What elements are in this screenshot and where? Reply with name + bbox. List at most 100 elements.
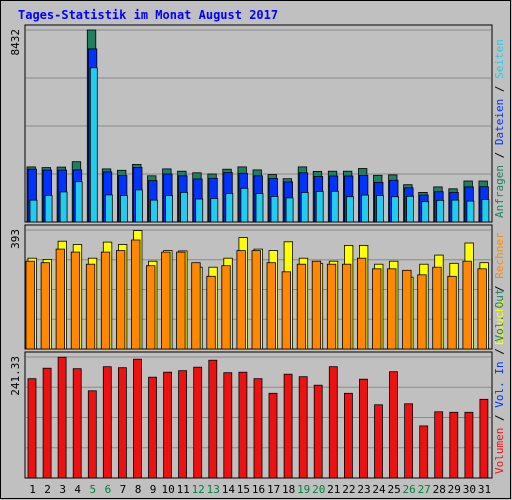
legend-anfragen-dateien-seiten: Anfragen / Dateien / Seiten (493, 39, 506, 218)
bar-volumen-day-28 (434, 411, 444, 479)
legend-volumen: Volumen (493, 428, 506, 474)
y-max-label: 241.33 (9, 356, 22, 396)
bar-rechner-day-22 (341, 263, 352, 350)
panel-anfragen-dateien-seiten: 8432 Anfragen / Dateien / Seiten (9, 24, 506, 223)
bar-seiten-day-16 (255, 193, 264, 223)
x-tick-label-26: 26 (402, 483, 415, 496)
legend-separator: / (493, 408, 506, 428)
bar-seiten-day-8 (135, 189, 143, 223)
bar-rechner-day-21 (326, 263, 337, 350)
legend-vol-in: Vol. In (493, 361, 506, 407)
bar-rechner-day-25 (387, 268, 397, 350)
x-tick-label-21: 21 (327, 483, 340, 496)
x-tick-label-1: 1 (29, 483, 36, 496)
x-tick-label-3: 3 (59, 483, 66, 496)
x-tick-label-19: 19 (297, 483, 310, 496)
bar-rechner-day-3 (55, 248, 65, 350)
bar-seiten-day-12 (195, 198, 204, 223)
bar-volumen-day-21 (328, 366, 338, 479)
x-tick-label-25: 25 (387, 483, 400, 496)
panels-layer: 8432 Anfragen / Dateien / Seiten 393 Besuch… (9, 24, 506, 479)
bar-rechner-day-8 (131, 239, 141, 350)
bar-seiten-day-18 (285, 197, 294, 223)
x-tick-label-23: 23 (357, 483, 370, 496)
bar-rechner-day-18 (281, 271, 292, 350)
bar-seiten-day-24 (376, 195, 384, 223)
x-tick-label-31: 31 (478, 483, 491, 496)
bar-volumen-day-30 (464, 411, 474, 479)
bar-rechner-day-4 (70, 251, 81, 350)
bar-seiten-day-2 (44, 194, 53, 223)
bar-seiten-day-19 (300, 191, 309, 223)
bar-rechner-day-2 (40, 262, 50, 350)
bar-seiten-day-15 (240, 187, 249, 223)
bar-volumen-day-18 (283, 373, 293, 479)
x-axis-labels: 1 2 3 4 5 6 7 8 9 10 11 12 13 14 15 16 17 18 19 20 21 22 23 24 2… (29, 483, 491, 496)
bar-volumen-day-12 (193, 366, 203, 479)
x-tick-label-5: 5 (89, 483, 96, 496)
bar-volumen-day-7 (118, 367, 127, 479)
bar-rechner-day-6 (100, 251, 111, 350)
x-tick-label-8: 8 (135, 483, 142, 496)
bar-seiten-day-13 (210, 198, 219, 223)
x-tick-label-27: 27 (418, 483, 431, 496)
bar-seiten-day-17 (270, 196, 279, 223)
x-tick-label-30: 30 (463, 483, 476, 496)
bar-volumen-day-6 (102, 366, 112, 479)
x-tick-label-13: 13 (207, 483, 220, 496)
bar-seiten-day-6 (104, 194, 113, 223)
legend-separator: / (493, 145, 506, 165)
legend-separator: / (493, 279, 506, 299)
bar-rechner-day-24 (372, 268, 382, 350)
bar-seiten-day-22 (345, 196, 354, 223)
bar-rechner-day-26 (402, 269, 412, 350)
bar-seiten-day-5 (89, 67, 98, 223)
bar-rechner-day-12 (191, 262, 201, 350)
bar-rechner-day-14 (221, 265, 231, 350)
legend-rechner: Rechner (493, 232, 506, 279)
bar-volumen-day-31 (479, 398, 489, 479)
x-tick-label-17: 17 (267, 483, 280, 496)
bar-volumen-day-13 (208, 359, 218, 479)
bar-volumen-day-25 (389, 371, 398, 479)
legend-dateien: Dateien (493, 99, 506, 145)
legend-vol-out: Vol. Out (493, 289, 506, 342)
bar-volumen-day-14 (223, 372, 233, 479)
bar-seiten-day-31 (481, 199, 490, 223)
panel-besuche-rechner: 393 Besuche / Rechner (9, 224, 506, 350)
x-tick-label-15: 15 (237, 483, 250, 496)
bar-seiten-day-21 (330, 190, 339, 223)
bar-volumen-day-29 (449, 411, 459, 479)
y-max-label: 393 (9, 229, 22, 249)
x-tick-label-9: 9 (150, 483, 157, 496)
x-tick-label-11: 11 (177, 483, 190, 496)
bar-seiten-day-1 (29, 199, 38, 223)
bar-seiten-day-11 (180, 191, 189, 223)
bar-rechner-day-10 (161, 251, 171, 350)
bar-rechner-day-28 (432, 266, 442, 350)
bar-seiten-day-7 (120, 195, 128, 223)
bar-volumen-day-8 (133, 358, 142, 479)
bar-rechner-day-1 (25, 260, 35, 350)
x-tick-label-22: 22 (342, 483, 355, 496)
bar-rechner-day-13 (206, 275, 216, 350)
bar-volumen-day-22 (343, 392, 353, 479)
x-tick-label-20: 20 (312, 483, 325, 496)
legend-besuche: Besuche (493, 299, 506, 345)
bar-seiten-day-10 (165, 195, 174, 223)
bar-volumen-day-24 (374, 404, 383, 479)
bar-volumen-day-20 (313, 384, 323, 479)
bar-volumen-day-19 (298, 376, 308, 479)
x-tick-label-28: 28 (433, 483, 446, 496)
bar-volumen-day-15 (238, 371, 248, 479)
x-tick-label-14: 14 (222, 483, 236, 496)
x-tick-label-6: 6 (105, 483, 112, 496)
bar-seiten-day-27 (421, 201, 430, 223)
x-tick-label-2: 2 (44, 483, 51, 496)
bar-rechner-day-29 (447, 275, 457, 350)
bar-rechner-day-5 (85, 263, 96, 350)
bar-rechner-day-17 (266, 262, 276, 350)
bar-volumen-day-23 (358, 378, 368, 479)
legend-separator: / (493, 79, 506, 99)
bar-volumen-day-1 (27, 378, 37, 479)
